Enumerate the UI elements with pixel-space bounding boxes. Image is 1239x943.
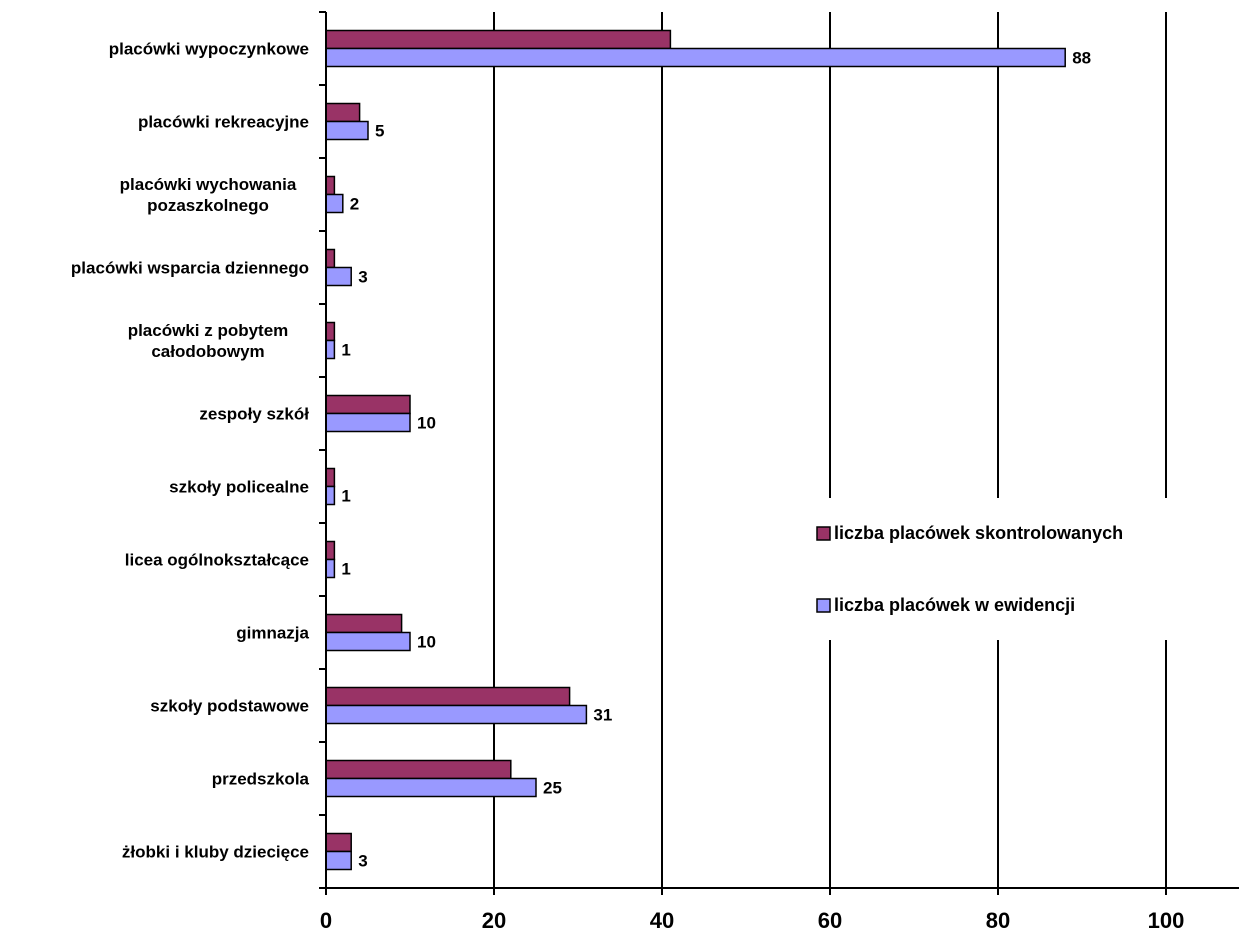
bar-series2-cat10 xyxy=(325,704,588,725)
data-label-cat10: 31 xyxy=(593,706,612,725)
data-label-cat6: 10 xyxy=(417,414,436,433)
bar-series1-cat6 xyxy=(325,394,411,415)
category-label-line: całodobowym xyxy=(151,342,264,361)
category-label-1: placówki wypoczynkowe xyxy=(109,40,309,59)
category-label-line: szkoły policealne xyxy=(169,478,309,497)
legend-swatch-1 xyxy=(816,526,831,541)
data-label-cat5: 1 xyxy=(341,341,350,360)
bars xyxy=(325,29,1066,871)
bar-series1-cat4 xyxy=(325,248,336,269)
category-label-line: placówki rekreacyjne xyxy=(138,113,309,132)
bar-series1-cat7 xyxy=(325,467,336,488)
bar-series1-cat9 xyxy=(325,613,403,634)
legend-label-2: liczba placówek w ewidencji xyxy=(834,595,1075,615)
category-label-7: szkoły policealne xyxy=(169,478,309,497)
bar-series1-cat1 xyxy=(325,29,672,50)
bar-series1-cat2 xyxy=(325,102,361,123)
x-tick-label-0: 0 xyxy=(320,908,332,933)
category-label-11: przedszkola xyxy=(212,770,310,789)
data-label-cat9: 10 xyxy=(417,633,436,652)
category-label-6: zespoły szkół xyxy=(199,405,309,424)
category-label-line: gimnazja xyxy=(236,624,309,643)
bar-series2-cat7 xyxy=(325,485,336,506)
category-label-10: szkoły podstawowe xyxy=(150,697,309,716)
data-label-cat3: 2 xyxy=(350,195,359,214)
category-label-5: placówki z pobytem całodobowym xyxy=(128,321,289,361)
data-label-cat8: 1 xyxy=(341,560,350,579)
data-label-cat12: 3 xyxy=(358,852,367,871)
x-tick-label-40: 40 xyxy=(650,908,674,933)
bar-series1-cat10 xyxy=(325,686,571,707)
category-labels: placówki wypoczynkowe placówki rekreacyjn… xyxy=(71,40,310,862)
category-label-3: placówki wychowania pozaszkolnego xyxy=(120,175,297,215)
bar-series2-cat12 xyxy=(325,850,352,871)
data-label-cat1: 88 xyxy=(1072,49,1091,68)
bar-series2-cat4 xyxy=(325,266,352,287)
bar-series1-cat5 xyxy=(325,321,336,342)
legend-label-1: liczba placówek skontrolowanych xyxy=(834,523,1123,543)
category-label-line: szkoły podstawowe xyxy=(150,697,309,716)
category-label-8: licea ogólnokształcące xyxy=(125,551,309,570)
legend: liczba placówek skontrolowanych liczba pl… xyxy=(805,498,1239,640)
legend-background xyxy=(805,498,1239,640)
bar-series2-cat2 xyxy=(325,120,369,141)
category-label-line: przedszkola xyxy=(212,770,310,789)
bar-series2-cat3 xyxy=(325,193,344,214)
category-label-line: placówki z pobytem xyxy=(128,321,289,340)
legend-swatch-2 xyxy=(816,598,831,613)
x-tick-label-20: 20 xyxy=(482,908,506,933)
data-label-cat7: 1 xyxy=(341,487,350,506)
bar-series1-cat12 xyxy=(325,832,352,853)
x-tick-label-60: 60 xyxy=(818,908,842,933)
data-label-cat2: 5 xyxy=(375,122,384,141)
x-tick-label-100: 100 xyxy=(1148,908,1185,933)
bar-series2-cat8 xyxy=(325,558,336,579)
category-label-2: placówki rekreacyjne xyxy=(138,113,309,132)
bar-series2-cat11 xyxy=(325,777,537,798)
bar-series2-cat5 xyxy=(325,339,336,360)
category-label-9: gimnazja xyxy=(236,624,309,643)
bar-series1-cat3 xyxy=(325,175,336,196)
axes xyxy=(319,11,1239,895)
category-label-line: zespoły szkół xyxy=(199,405,309,424)
category-label-4: placówki wsparcia dziennego xyxy=(71,259,309,278)
bar-series1-cat11 xyxy=(325,759,512,780)
category-label-12: żłobki i kluby dziecięce xyxy=(122,843,309,862)
bar-series2-cat1 xyxy=(325,47,1066,68)
category-label-line: placówki wsparcia dziennego xyxy=(71,259,309,278)
data-label-cat11: 25 xyxy=(543,779,562,798)
bar-series1-cat8 xyxy=(325,540,336,561)
category-label-line: licea ogólnokształcące xyxy=(125,551,309,570)
bar-series2-cat9 xyxy=(325,631,411,652)
category-label-line: pozaszkolnego xyxy=(147,196,269,215)
x-tick-label-80: 80 xyxy=(986,908,1010,933)
gridlines xyxy=(493,12,1167,888)
category-label-line: placówki wypoczynkowe xyxy=(109,40,309,59)
tick-labels: 0 20 40 60 80 100 xyxy=(320,908,1184,933)
bar-series2-cat6 xyxy=(325,412,411,433)
category-label-line: żłobki i kluby dziecięce xyxy=(122,843,309,862)
data-label-cat4: 3 xyxy=(358,268,367,287)
category-label-line: placówki wychowania xyxy=(120,175,297,194)
